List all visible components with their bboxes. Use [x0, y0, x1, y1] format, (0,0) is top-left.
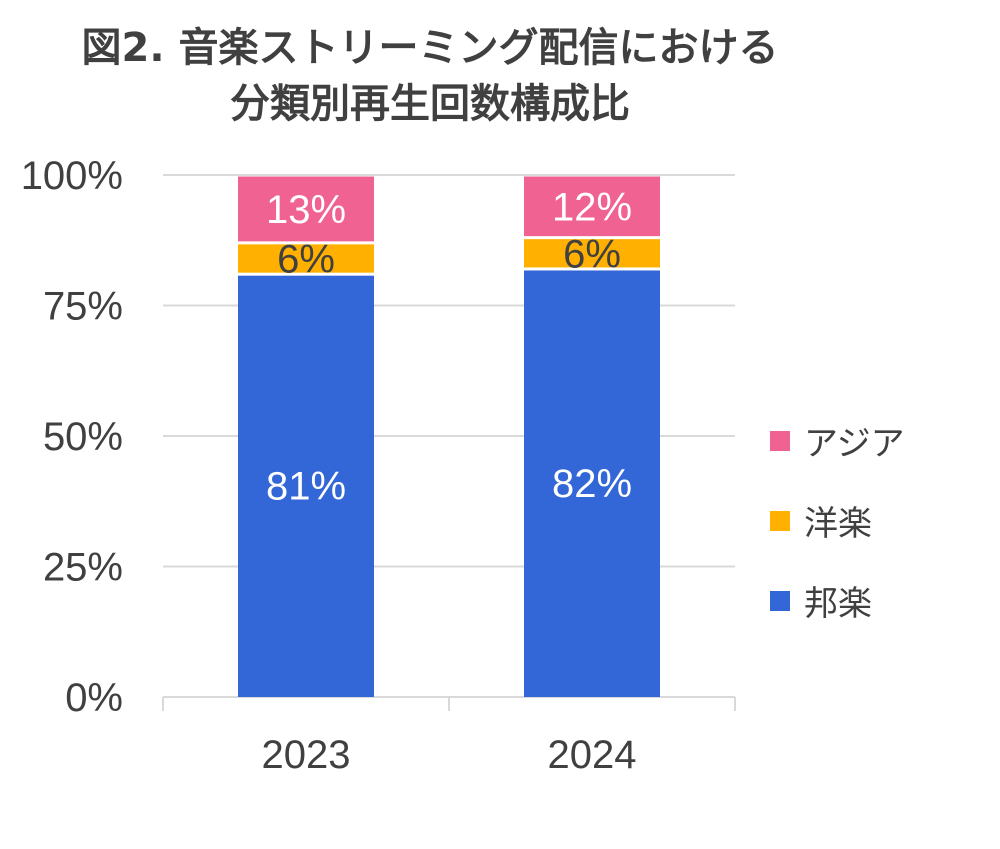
- y-tick-label: 50%: [43, 415, 123, 459]
- bar-segment: [524, 176, 660, 237]
- data-label: 12%: [552, 185, 632, 229]
- bar-segment: [238, 244, 374, 273]
- y-tick-label: 0%: [65, 676, 123, 720]
- legend-label: 洋楽: [804, 504, 872, 544]
- data-label: 13%: [266, 188, 346, 232]
- chart-title: 図2. 音楽ストリーミング配信における 分類別再生回数構成比: [0, 20, 860, 132]
- data-label: 6%: [563, 232, 621, 276]
- chart-title-line1: 図2. 音楽ストリーミング配信における: [81, 25, 779, 71]
- legend-label: 邦楽: [804, 584, 872, 624]
- bar-segment: [524, 270, 660, 697]
- bar-segment: [524, 239, 660, 268]
- legend-swatch: [770, 431, 790, 451]
- legend-swatch: [770, 511, 790, 531]
- data-label: 6%: [277, 238, 335, 282]
- legend-label: アジア: [804, 424, 905, 464]
- y-tick-label: 75%: [43, 285, 123, 329]
- legend-swatch: [770, 591, 790, 611]
- bar-segment: [238, 176, 374, 242]
- chart-title-line2: 分類別再生回数構成比: [230, 81, 630, 127]
- y-tick-label: 100%: [21, 154, 123, 198]
- x-tick-label: 2024: [548, 733, 637, 777]
- data-label: 81%: [266, 465, 346, 509]
- y-tick-label: 25%: [43, 546, 123, 590]
- data-label: 82%: [552, 462, 632, 506]
- x-tick-label: 2023: [262, 733, 351, 777]
- bar-segment: [238, 275, 374, 697]
